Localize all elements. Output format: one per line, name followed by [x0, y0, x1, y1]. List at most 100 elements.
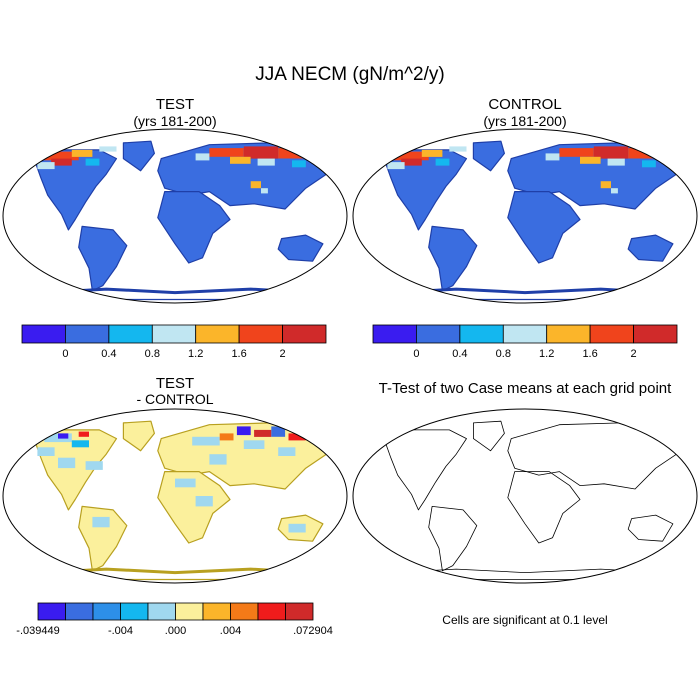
test-colorbar-box	[21, 324, 66, 344]
control-value-cell	[387, 162, 405, 170]
diff-colorbar-box	[65, 602, 94, 621]
control-value-cell	[600, 181, 611, 189]
control-colorbar-tick-label: 2	[631, 348, 637, 360]
control-value-cell	[642, 160, 656, 168]
control-value-cell	[611, 188, 618, 194]
test-colorbar-tick-label: 1.6	[231, 348, 246, 360]
test-greenland	[122, 140, 155, 172]
control-value-cell	[449, 146, 467, 152]
control-colorbar-tick-label: 0.4	[452, 348, 467, 360]
ttest-north-america	[383, 429, 467, 511]
test-colorbar: 0 0.4 0.8 1.2 1.6 2	[21, 324, 327, 360]
diff-value-cell	[85, 461, 103, 470]
control-map	[352, 128, 698, 304]
test-value-cell	[243, 146, 279, 159]
test-panel-title: TEST	[155, 96, 195, 113]
diff-value-cell	[254, 429, 272, 437]
control-value-cell	[435, 158, 450, 166]
diff-value-cell	[278, 447, 296, 456]
test-north-america	[33, 149, 118, 231]
diff-antarctica	[43, 568, 314, 581]
test-value-cell	[292, 160, 306, 168]
test-value-cell	[99, 146, 117, 152]
test-map	[2, 128, 348, 304]
test-value-cell	[71, 149, 93, 157]
diff-colorbar-tick-label: .072904	[293, 625, 333, 637]
control-value-cell	[421, 149, 443, 157]
control-colorbar-box	[546, 324, 591, 344]
test-value-cell	[230, 156, 251, 164]
ttest-south-america	[428, 505, 478, 572]
diff-colorbar-box	[92, 602, 121, 621]
control-value-cell	[394, 151, 429, 161]
diff-colorbar-box	[257, 602, 286, 621]
diff-value-cell	[58, 433, 69, 439]
control-colorbar-box	[589, 324, 634, 344]
ttest-africa	[507, 471, 581, 544]
ttest-greenland	[472, 420, 505, 452]
diff-colorbar-box	[230, 602, 259, 621]
test-antarctica	[43, 288, 314, 301]
diff-north-america	[33, 429, 118, 511]
test-panel-subtitle: (yrs 181-200)	[133, 113, 217, 129]
test-value-cell	[250, 181, 261, 189]
test-value-cell	[51, 158, 72, 166]
control-colorbar-box	[372, 324, 417, 344]
diff-value-cell	[271, 426, 286, 437]
control-australia	[627, 234, 674, 262]
diff-value-cell	[288, 433, 306, 441]
control-north-america	[383, 149, 468, 231]
diff-colorbar-tick-label: .004	[220, 625, 241, 637]
test-colorbar-tick-label: 0.4	[101, 348, 116, 360]
diff-value-cell	[209, 454, 227, 465]
test-value-cell	[261, 188, 268, 194]
control-value-cell	[545, 153, 560, 161]
test-value-cell	[209, 148, 244, 157]
diff-map	[2, 408, 348, 584]
test-colorbar-box	[282, 324, 327, 344]
test-colorbar-tick-label: 1.2	[188, 348, 203, 360]
test-colorbar-box	[238, 324, 283, 344]
test-map-border	[2, 128, 348, 304]
test-value-cell	[257, 158, 275, 166]
control-south-america	[428, 225, 478, 292]
diff-colorbar-box	[37, 602, 66, 621]
control-colorbar-box	[415, 324, 461, 344]
test-colorbar-box	[108, 324, 153, 344]
diff-africa	[157, 471, 231, 544]
control-value-cell	[401, 158, 422, 166]
control-colorbar-box	[459, 324, 504, 344]
diff-value-cell	[71, 440, 89, 448]
control-colorbar-tick-label: 0	[413, 348, 419, 360]
diff-colorbar-box	[202, 602, 231, 621]
ttest-antarctica	[393, 568, 663, 580]
diff-greenland	[122, 420, 155, 452]
diff-colorbar-tick-label: -.039449	[16, 625, 59, 637]
test-value-cell	[44, 151, 79, 161]
control-value-cell	[580, 156, 601, 164]
diff-colorbar-tick-label: .000	[165, 625, 186, 637]
diff-south-america	[78, 505, 128, 572]
ttest-panel-title: T-Test of two Case means at each grid po…	[378, 380, 672, 397]
test-value-cell	[85, 158, 100, 166]
control-greenland	[472, 140, 505, 172]
diff-value-cell	[78, 431, 89, 437]
diff-colorbar-box	[285, 602, 314, 621]
test-colorbar-tick-label: 2	[280, 348, 286, 360]
diff-value-cell	[192, 436, 220, 446]
test-value-cell	[37, 162, 55, 170]
diff-value-cell	[236, 426, 251, 436]
control-antarctica	[393, 288, 664, 301]
control-colorbar-box	[633, 324, 678, 344]
control-colorbar-tick-label: 1.2	[539, 348, 554, 360]
test-colorbar-box	[151, 324, 197, 344]
diff-value-cell	[37, 447, 55, 456]
diff-value-cell	[175, 478, 196, 488]
ttest-map-border	[352, 408, 698, 584]
test-africa	[157, 191, 231, 264]
test-australia	[277, 234, 324, 262]
test-colorbar-box	[65, 324, 110, 344]
control-colorbar-tick-label: 0.8	[496, 348, 511, 360]
control-colorbar-box	[502, 324, 548, 344]
